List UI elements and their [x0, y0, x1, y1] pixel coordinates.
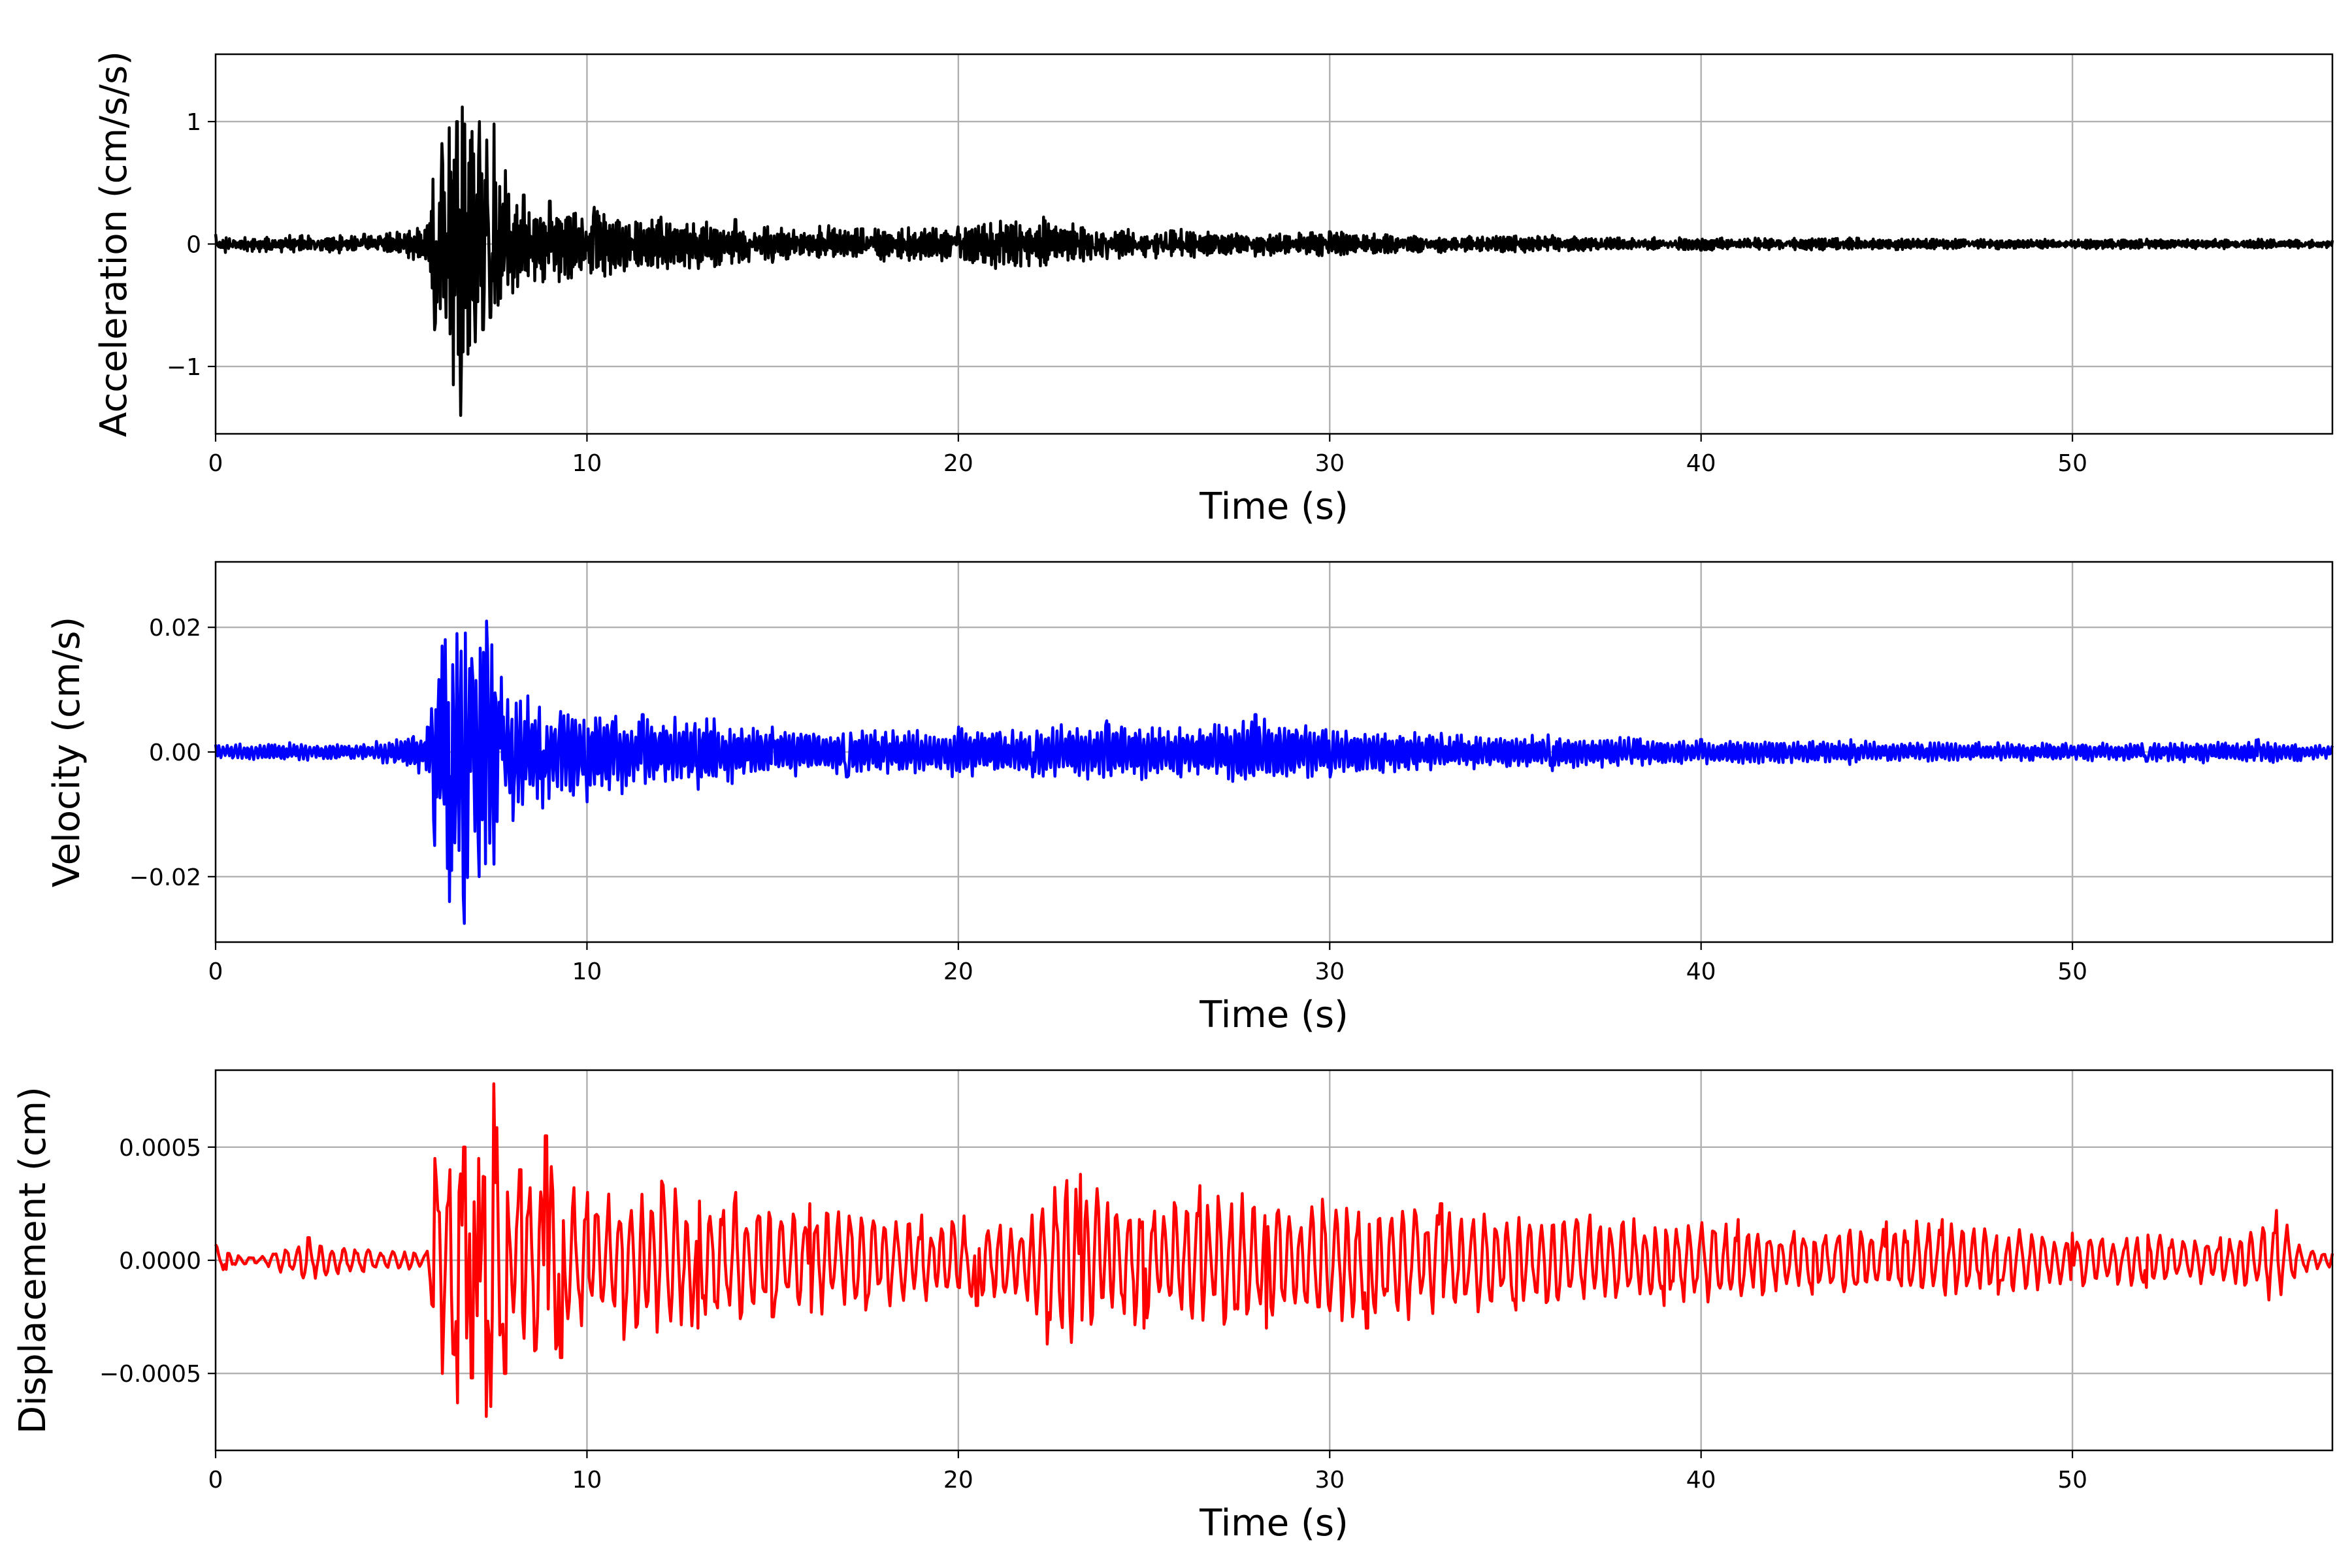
acceleration-x-tick-label: 50	[2057, 450, 2087, 477]
acceleration-x-tick-label: 30	[1315, 450, 1345, 477]
velocity-x-tick-label: 0	[208, 958, 223, 985]
displacement-y-tick-label: −0.0005	[99, 1361, 201, 1388]
displacement-y-axis-label: Displacement (cm)	[12, 1086, 54, 1434]
acceleration-x-ticks: 0 10 20 30 40 50	[208, 434, 2087, 477]
displacement-y-ticks: −0.0005 0.0000 0.0005	[99, 1135, 216, 1388]
displacement-subplot: 0 10 20 30 40 50 −0.0005 0.0000 0.0005 Time (s)…	[12, 1069, 2334, 1544]
acceleration-x-tick-label: 0	[208, 450, 223, 477]
acceleration-x-axis-label: Time (s)	[1199, 485, 1348, 528]
velocity-y-axis-label: Velocity (cm/s)	[46, 617, 88, 888]
velocity-y-tick-label: 0.02	[149, 615, 201, 642]
acceleration-x-tick-label: 10	[572, 450, 602, 477]
acceleration-y-tick-label: 1	[186, 109, 201, 136]
displacement-x-tick-label: 20	[943, 1467, 973, 1494]
velocity-x-axis-label: Time (s)	[1199, 994, 1348, 1036]
displacement-x-tick-label: 50	[2057, 1467, 2087, 1494]
velocity-x-tick-label: 10	[572, 958, 602, 985]
velocity-x-tick-label: 20	[943, 958, 973, 985]
acceleration-y-tick-label: 0	[186, 232, 201, 259]
velocity-x-tick-label: 30	[1315, 958, 1345, 985]
velocity-series-line	[214, 619, 2334, 925]
displacement-x-tick-label: 40	[1686, 1467, 1716, 1494]
velocity-y-ticks: −0.02 0.00 0.02	[129, 615, 216, 891]
acceleration-y-ticks: −1 0 1	[167, 109, 216, 381]
velocity-subplot: 0 10 20 30 40 50 −0.02 0.00 0.02 Time (s) Veloc…	[46, 561, 2334, 1036]
displacement-x-tick-label: 0	[208, 1467, 223, 1494]
acceleration-y-tick-label: −1	[167, 354, 201, 381]
displacement-x-tick-label: 10	[572, 1467, 602, 1494]
velocity-y-tick-label: 0.00	[149, 740, 201, 766]
velocity-x-tick-label: 40	[1686, 958, 1716, 985]
displacement-series-line	[214, 1082, 2334, 1418]
displacement-y-tick-label: 0.0005	[119, 1135, 201, 1162]
velocity-x-ticks: 0 10 20 30 40 50	[208, 942, 2087, 985]
acceleration-series-line	[214, 105, 2334, 417]
velocity-x-tick-label: 50	[2057, 958, 2087, 985]
displacement-y-tick-label: 0.0000	[119, 1248, 201, 1275]
acceleration-x-tick-label: 40	[1686, 450, 1716, 477]
velocity-y-tick-label: −0.02	[129, 864, 201, 891]
acceleration-subplot: 0 10 20 30 40 50 −1 0 1 Time (s) Acceleration (…	[93, 51, 2334, 528]
displacement-x-ticks: 0 10 20 30 40 50	[208, 1450, 2087, 1494]
acceleration-y-axis-label: Acceleration (cm/s/s)	[93, 51, 135, 437]
displacement-x-axis-label: Time (s)	[1199, 1502, 1348, 1544]
displacement-x-tick-label: 30	[1315, 1467, 1345, 1494]
acceleration-x-tick-label: 20	[943, 450, 973, 477]
